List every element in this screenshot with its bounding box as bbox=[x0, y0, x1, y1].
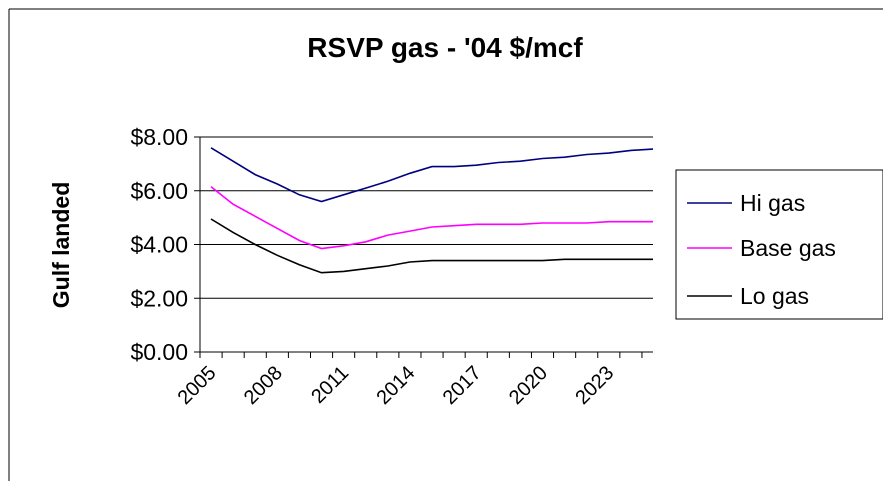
y-tick-labels: $0.00 $2.00 $4.00 $6.00 $8.00 bbox=[130, 124, 188, 365]
legend-label: Base gas bbox=[740, 235, 836, 261]
x-tick-label: 2005 bbox=[174, 362, 221, 409]
y-tick-label: $2.00 bbox=[130, 285, 188, 311]
series-line-hi-gas bbox=[210, 147, 654, 203]
y-tick-label: $6.00 bbox=[130, 178, 188, 204]
x-tick-label: 2023 bbox=[571, 362, 618, 409]
x-tick-labels: 2005 2008 2011 2014 2017 2020 2023 bbox=[174, 362, 619, 409]
legend: Hi gas Base gas Lo gas bbox=[675, 169, 883, 320]
legend-label: Hi gas bbox=[740, 190, 805, 216]
series-line-lo-gas bbox=[210, 218, 653, 274]
y-tick-label: $4.00 bbox=[130, 232, 188, 258]
series-line-base-gas bbox=[210, 186, 653, 250]
axes bbox=[194, 136, 653, 358]
y-axis-label: Gulf landed bbox=[48, 182, 74, 309]
series-lines bbox=[210, 147, 654, 274]
legend-label: Lo gas bbox=[740, 283, 809, 309]
x-tick-label: 2008 bbox=[240, 362, 287, 409]
x-tick-label: 2014 bbox=[372, 362, 419, 409]
chart-title: RSVP gas - '04 $/mcf bbox=[307, 32, 583, 63]
y-tick-label: $8.00 bbox=[130, 124, 188, 150]
legend-box bbox=[675, 169, 883, 320]
x-tick-label: 2020 bbox=[505, 362, 552, 409]
x-tick-label: 2011 bbox=[307, 362, 353, 408]
gridlines bbox=[200, 136, 653, 299]
y-tick-label: $0.00 bbox=[130, 339, 188, 365]
x-tick-label: 2017 bbox=[439, 362, 486, 409]
